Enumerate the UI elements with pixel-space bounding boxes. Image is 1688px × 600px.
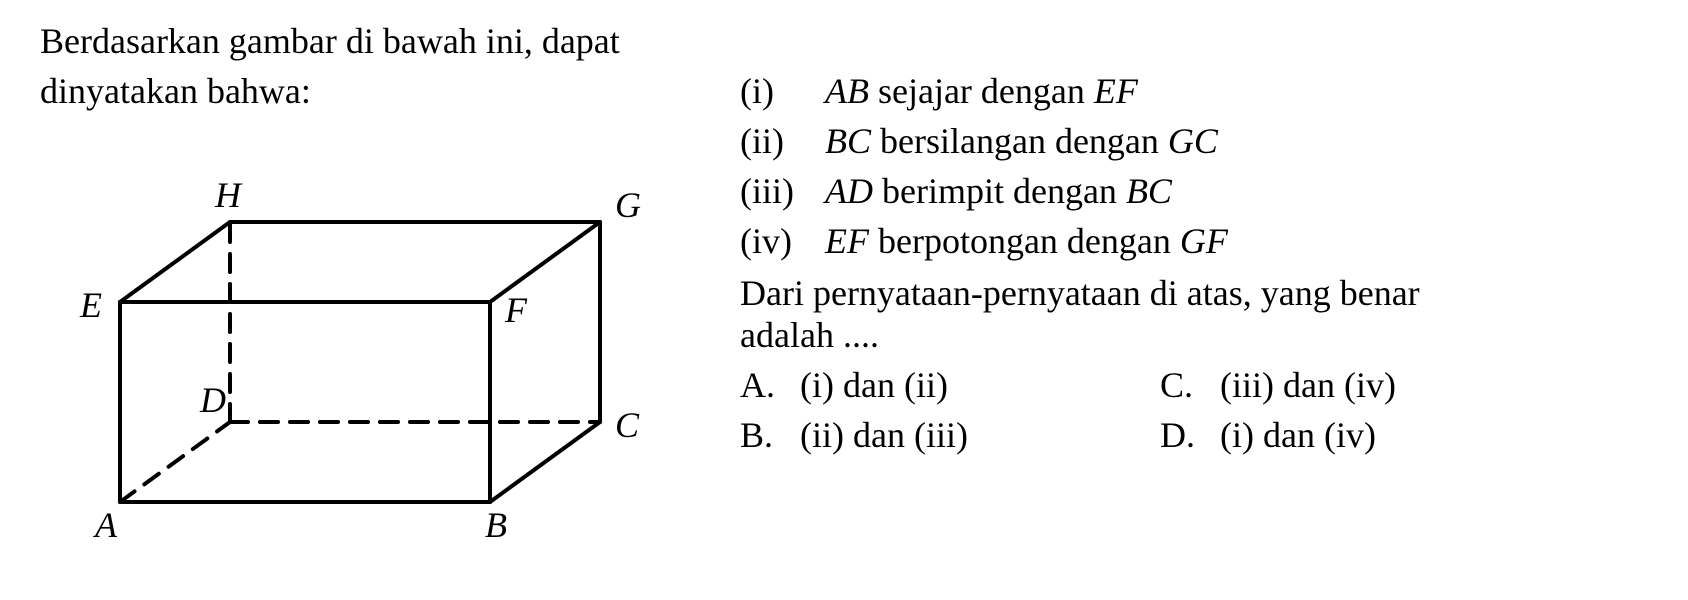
option-c-letter: C. (1160, 364, 1220, 406)
statement-3-text: berimpit dengan (873, 171, 1126, 211)
statement-1-text: sejajar dengan (869, 71, 1094, 111)
option-b-text: (ii) dan (iii) (800, 414, 968, 456)
svg-text:E: E (79, 285, 102, 325)
svg-text:F: F (504, 290, 528, 330)
statement-1-seg-a: AB (825, 71, 869, 111)
svg-text:H: H (214, 175, 243, 215)
statement-4: (iv) EF berpotongan dengan GF (740, 220, 1648, 262)
svg-text:C: C (615, 405, 640, 445)
option-a-letter: A. (740, 364, 800, 406)
question-text: Dari pernyataan-pernyataan di atas, yang… (740, 272, 1648, 356)
intro-text-line2: dinyatakan bahwa: (40, 70, 740, 112)
option-d-letter: D. (1160, 414, 1220, 456)
question-line2: adalah .... (740, 314, 1648, 356)
svg-text:A: A (93, 505, 118, 545)
option-b: B. (ii) dan (iii) (740, 414, 1160, 456)
statement-2-num: (ii) (740, 120, 825, 162)
options-container: A. (i) dan (ii) B. (ii) dan (iii) C. (ii… (740, 364, 1648, 464)
intro-text-line1: Berdasarkan gambar di bawah ini, dapat (40, 20, 1648, 62)
statement-3-seg-c: BC (1126, 171, 1172, 211)
statement-2-text: bersilangan dengan (871, 121, 1168, 161)
statement-3-num: (iii) (740, 170, 825, 212)
option-c: C. (iii) dan (iv) (1160, 364, 1580, 406)
option-a-text: (i) dan (ii) (800, 364, 948, 406)
statement-1-num: (i) (740, 70, 825, 112)
statement-3-seg-a: AD (825, 171, 873, 211)
cuboid-diagram: A B C D E F G H (40, 122, 690, 562)
option-d: D. (i) dan (iv) (1160, 414, 1580, 456)
svg-text:G: G (615, 185, 641, 225)
option-d-text: (i) dan (iv) (1220, 414, 1376, 456)
statement-2-seg-a: BC (825, 121, 871, 161)
svg-text:D: D (199, 380, 226, 420)
svg-text:B: B (485, 505, 507, 545)
statement-4-seg-c: GF (1180, 221, 1228, 261)
option-b-letter: B. (740, 414, 800, 456)
statement-4-seg-a: EF (825, 221, 869, 261)
statement-4-num: (iv) (740, 220, 825, 262)
option-a: A. (i) dan (ii) (740, 364, 1160, 406)
option-c-text: (iii) dan (iv) (1220, 364, 1396, 406)
statement-4-text: berpotongan dengan (869, 221, 1180, 261)
statement-1-seg-c: EF (1094, 71, 1138, 111)
question-line1: Dari pernyataan-pernyataan di atas, yang… (740, 272, 1648, 314)
statement-3: (iii) AD berimpit dengan BC (740, 170, 1648, 212)
statement-2-seg-c: GC (1168, 121, 1218, 161)
statement-2: (ii) BC bersilangan dengan GC (740, 120, 1648, 162)
statement-1: (i) AB sejajar dengan EF (740, 70, 1648, 112)
